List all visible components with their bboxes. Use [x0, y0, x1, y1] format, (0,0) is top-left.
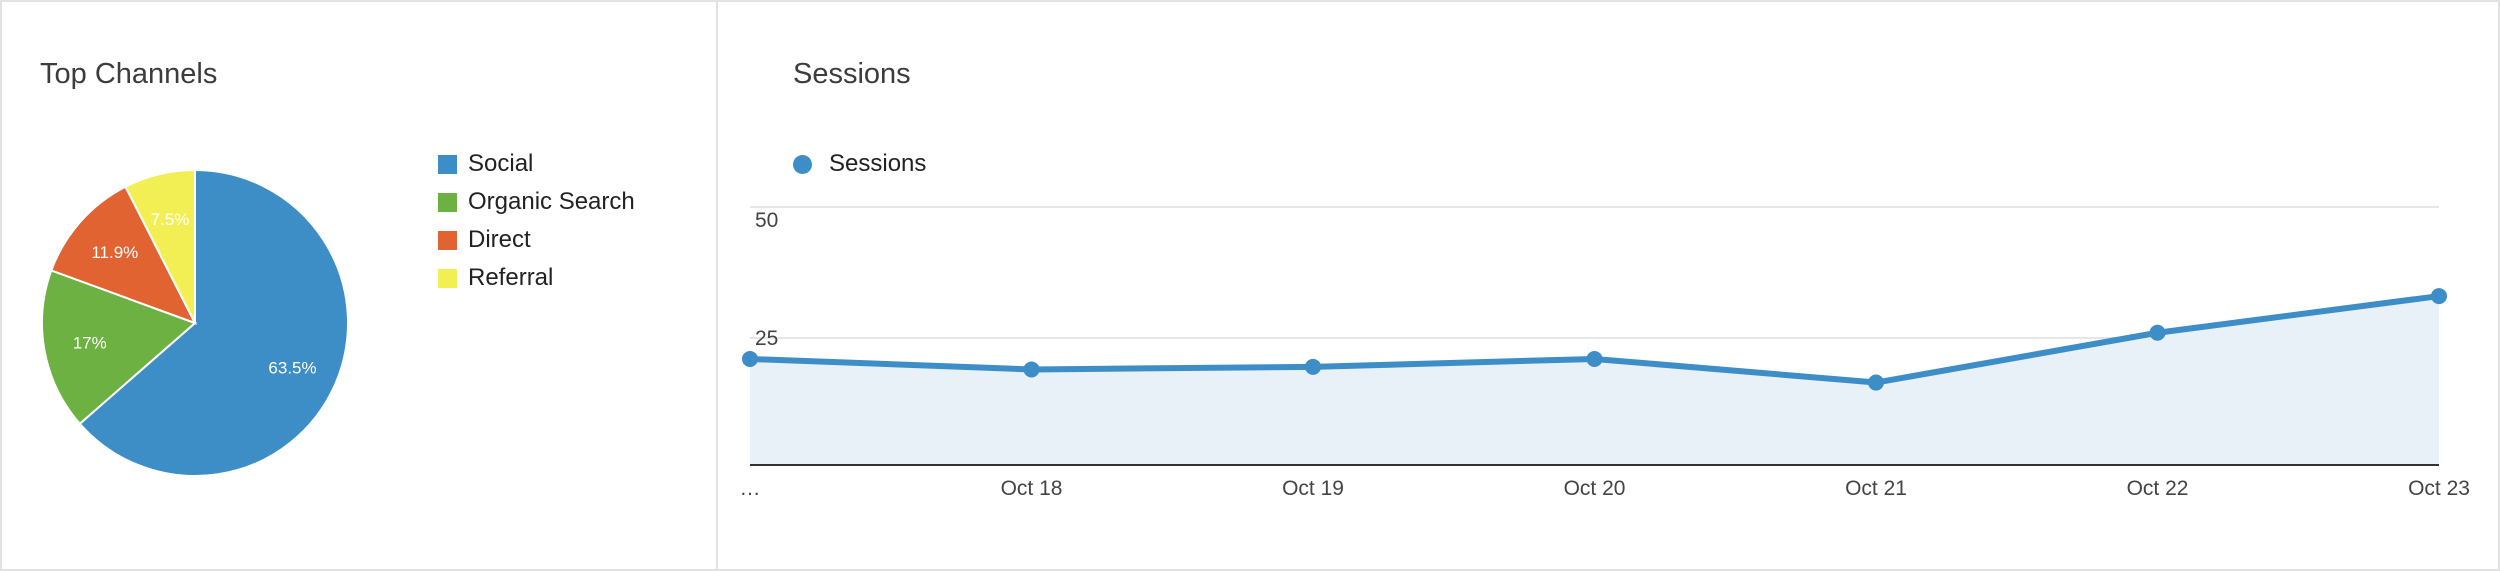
pie-slice-organic-search[interactable] — [41, 269, 197, 426]
sessions-line-chart: 25 50 … Oct 18 Oct 19 Oct 20 Oct 21 Oct 22 Oct 2… — [740, 206, 2470, 500]
y-tick-label-25: 25 — [755, 327, 778, 350]
legend-item-referral[interactable]: Referral — [438, 259, 635, 297]
sessions-legend-dot — [793, 154, 812, 174]
legend-item-direct[interactable]: Direct — [438, 221, 635, 259]
x-tick-label-3: Oct 20 — [1564, 477, 1626, 500]
legend-label-referral: Referral — [468, 264, 554, 291]
top-channels-pie-chart: 63.5% 17% 11.9% 7.5% — [41, 168, 349, 477]
sessions-title: Sessions — [793, 58, 911, 90]
sessions-point-3[interactable] — [1586, 350, 1603, 367]
sessions-area — [750, 296, 2439, 465]
legend-item-organic-search[interactable]: Organic Search — [438, 183, 635, 221]
pie-label-social: 63.5% — [268, 358, 316, 377]
legend-label-direct: Direct — [468, 226, 531, 253]
x-tick-label-6: Oct 23 — [2408, 477, 2470, 500]
sessions-point-6[interactable] — [2431, 288, 2447, 305]
top-channels-legend: Social Organic Search Direct Referral — [438, 145, 635, 297]
legend-label-social: Social — [468, 150, 534, 177]
legend-swatch-organic-search — [438, 192, 457, 212]
sessions-point-2[interactable] — [1305, 358, 1321, 375]
pie-slice-referral[interactable] — [124, 168, 196, 324]
top-channels-title: Top Channels — [40, 58, 218, 90]
pie-slice-social[interactable] — [78, 168, 349, 477]
legend-item-social[interactable]: Social — [438, 145, 635, 183]
sessions-point-0[interactable] — [742, 350, 758, 367]
panel-divider — [716, 0, 718, 571]
pie-label-organic-search: 17% — [73, 334, 107, 353]
pie-label-referral: 7.5% — [151, 210, 190, 229]
legend-swatch-social — [438, 154, 457, 174]
pie-slice-direct[interactable] — [50, 185, 198, 325]
sessions-point-4[interactable] — [1868, 374, 1884, 391]
x-tick-label-5: Oct 22 — [2127, 477, 2189, 500]
sessions-legend[interactable]: Sessions — [793, 150, 926, 178]
sessions-point-5[interactable] — [2149, 324, 2166, 341]
x-tick-label-1: Oct 18 — [1001, 477, 1063, 500]
legend-swatch-direct — [438, 230, 457, 250]
y-tick-label-50: 50 — [755, 209, 778, 232]
legend-swatch-referral — [438, 268, 457, 288]
sessions-point-1[interactable] — [1023, 361, 1040, 378]
x-tick-label-4: Oct 21 — [1845, 477, 1907, 500]
x-tick-label-2: Oct 19 — [1282, 477, 1344, 500]
legend-label-organic-search: Organic Search — [468, 188, 635, 215]
x-tick-label-0: … — [740, 477, 761, 500]
pie-label-direct: 11.9% — [91, 243, 138, 262]
sessions-legend-label: Sessions — [829, 150, 927, 177]
